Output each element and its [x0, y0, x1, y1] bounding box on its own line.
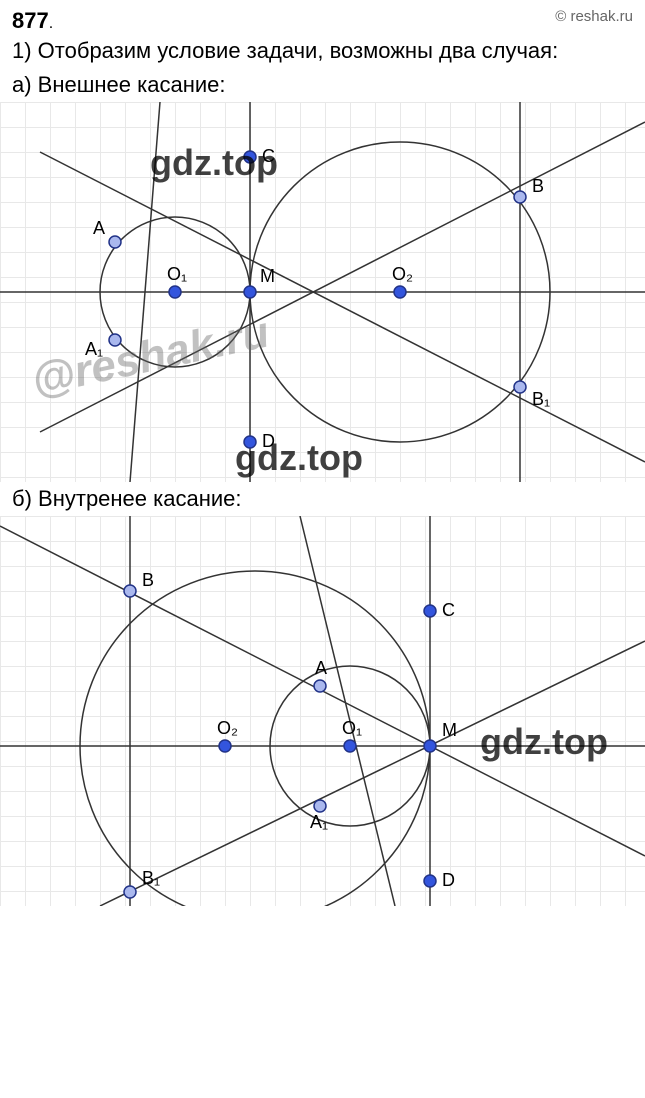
svg-text:D: D — [442, 870, 455, 890]
svg-text:O₂: O₂ — [217, 718, 238, 738]
svg-text:A: A — [93, 218, 105, 238]
problem-number: 877. — [12, 8, 53, 34]
svg-text:B: B — [532, 176, 544, 196]
svg-text:A₁: A₁ — [310, 812, 328, 832]
svg-text:D: D — [262, 431, 275, 451]
case-b-label: б) Внутренее касание: — [0, 482, 645, 516]
diagram-a-svg: M O₁ O₂ C D A A₁ B B₁ — [0, 102, 645, 482]
svg-text:M: M — [260, 266, 275, 286]
copyright-text: © reshak.ru — [555, 8, 633, 25]
diagram-b-container: MO₁O₂CDAA₁BB₁ gdz.top — [0, 516, 645, 906]
svg-text:A₁: A₁ — [85, 339, 103, 359]
svg-text:O₂: O₂ — [392, 264, 413, 284]
svg-text:C: C — [262, 146, 275, 166]
svg-text:O₁: O₁ — [342, 718, 362, 738]
diagram-a-container: MO₁O₂CDAA₁BB₁ gdz.top gdz.top @reshak.ru — [0, 102, 645, 482]
svg-text:O₁: O₁ — [167, 264, 187, 284]
svg-text:C: C — [442, 600, 455, 620]
svg-text:B₁: B₁ — [532, 389, 550, 409]
diagram-b-svg: M O₁ O₂ C D A A₁ B B₁ — [0, 516, 645, 906]
svg-text:B₁: B₁ — [142, 868, 160, 888]
intro-text: 1) Отобразим условие задачи, возможны дв… — [0, 34, 645, 68]
svg-text:A: A — [315, 658, 327, 678]
svg-text:M: M — [442, 720, 457, 740]
svg-text:B: B — [142, 570, 154, 590]
case-a-label: а) Внешнее касание: — [0, 68, 645, 102]
